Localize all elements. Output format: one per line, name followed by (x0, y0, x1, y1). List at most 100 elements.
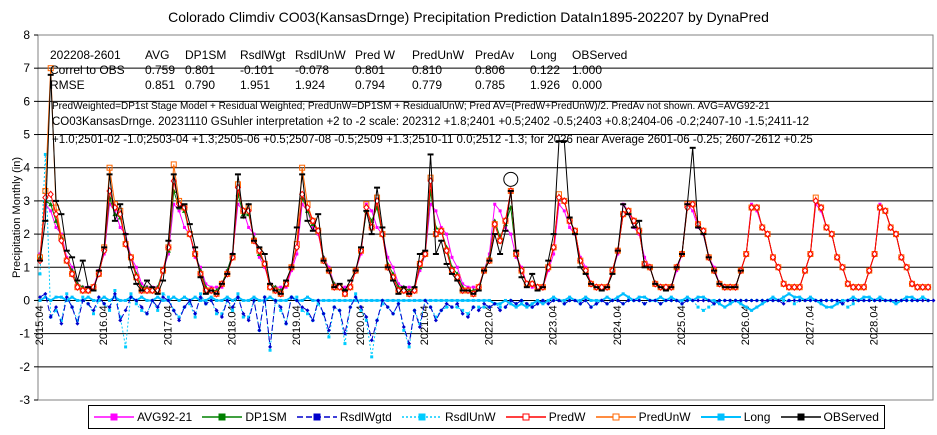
data-point (343, 285, 347, 289)
data-point (128, 295, 133, 300)
data-point (369, 338, 374, 343)
data-point (402, 298, 406, 302)
data-point (819, 298, 824, 303)
data-point (829, 298, 834, 303)
data-point (905, 295, 909, 299)
data-point (439, 298, 443, 302)
data-point (524, 301, 529, 306)
data-point (156, 295, 160, 299)
data-point (108, 202, 112, 206)
data-point (653, 298, 658, 303)
data-point (775, 263, 782, 272)
data-point (807, 250, 814, 258)
data-point (787, 298, 791, 303)
legend-swatch (202, 413, 243, 421)
data-point (326, 328, 331, 333)
data-point (124, 345, 128, 349)
data-point (749, 298, 754, 303)
legend-swatch (94, 413, 135, 421)
data-point (760, 298, 765, 303)
stats-cell: 0.794 (355, 78, 386, 92)
data-point (621, 292, 625, 296)
data-point (910, 295, 914, 299)
data-point (58, 236, 65, 245)
data-point (70, 265, 74, 269)
data-point (798, 295, 802, 299)
data-point (926, 298, 931, 303)
data-point (92, 312, 95, 316)
data-point (833, 253, 841, 262)
data-point (919, 283, 926, 291)
data-point (796, 283, 803, 291)
stats-cell: 0.785 (475, 78, 506, 92)
data-point (417, 325, 422, 329)
data-point (914, 283, 921, 291)
y-tick-label: -1 (19, 327, 30, 341)
data-point (717, 298, 722, 303)
data-point (894, 302, 898, 306)
data-point (268, 344, 273, 349)
data-point (407, 298, 411, 302)
data-point (541, 302, 545, 306)
data-point (65, 298, 69, 302)
data-point (199, 292, 202, 296)
data-point (134, 298, 139, 303)
data-point (477, 298, 481, 302)
data-point (343, 298, 347, 302)
data-point (353, 295, 358, 300)
data-point (391, 311, 396, 316)
data-point (236, 202, 240, 206)
data-point (348, 298, 352, 302)
data-point (306, 295, 309, 299)
data-point (920, 298, 925, 303)
data-point (696, 298, 701, 303)
stats-cell: RsdlWgt (240, 48, 286, 62)
data-point (187, 298, 192, 303)
data-point (289, 295, 294, 300)
data-point (310, 318, 315, 323)
data-point (503, 305, 508, 310)
data-point (279, 308, 283, 312)
data-point (862, 295, 866, 299)
data-point (401, 325, 406, 329)
data-point (546, 298, 550, 302)
data-point (706, 298, 711, 303)
data-point (733, 298, 738, 303)
data-point (63, 256, 70, 265)
data-point (691, 209, 695, 213)
data-point (851, 298, 856, 303)
data-point (38, 298, 42, 302)
stats-cell: OBServed (572, 48, 628, 62)
data-point (482, 298, 486, 302)
data-point (134, 265, 138, 269)
data-point (123, 308, 128, 313)
data-point (707, 305, 711, 309)
data-point (785, 283, 793, 291)
data-point (108, 298, 112, 302)
data-point (776, 298, 781, 303)
data-point (48, 201, 54, 207)
data-point (615, 298, 620, 303)
data-point (621, 301, 626, 306)
data-point (150, 298, 155, 303)
data-point (551, 298, 556, 303)
data-point (107, 305, 112, 310)
data-point (246, 318, 251, 323)
data-point (182, 295, 186, 299)
data-point (866, 266, 873, 275)
legend-item: Long (700, 410, 770, 424)
data-point (561, 197, 568, 205)
data-point (546, 301, 551, 306)
data-point (819, 302, 823, 306)
data-point (845, 298, 850, 303)
data-point (112, 211, 118, 217)
data-point (198, 295, 203, 300)
data-point (107, 195, 113, 200)
data-point (252, 298, 256, 303)
data-point (584, 295, 588, 299)
data-point (616, 295, 620, 299)
data-point (817, 203, 825, 212)
stats-cell: Pred W (355, 48, 396, 62)
data-point (669, 298, 674, 303)
data-point (803, 298, 808, 303)
